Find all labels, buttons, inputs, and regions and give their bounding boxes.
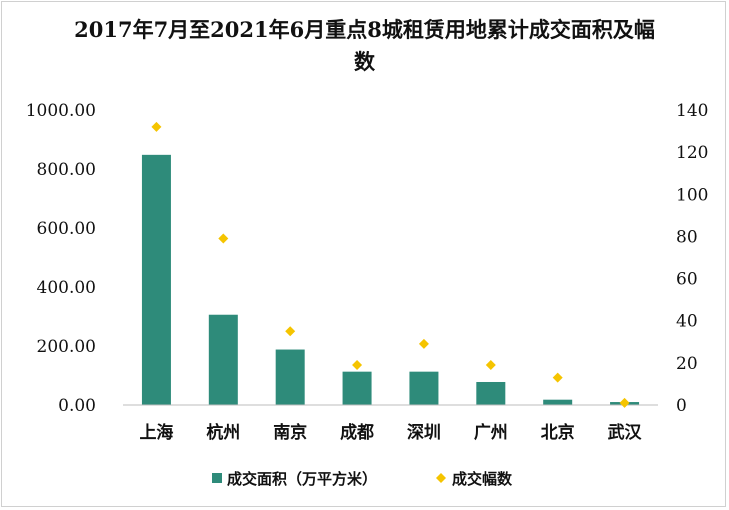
right-tick-label: 60 (676, 270, 698, 290)
right-tick-label: 100 (676, 185, 708, 205)
category-label: 深圳 (407, 422, 441, 443)
chart-title-line2: 数 (354, 49, 375, 74)
right-tick-label: 40 (676, 312, 698, 332)
scatter-point (619, 397, 630, 408)
bar (141, 154, 171, 405)
category-label: 南京 (273, 422, 307, 443)
bar (275, 349, 305, 405)
category-label: 成都 (340, 422, 374, 443)
left-axis-ticks: 0.00 200.00 400.00 600.00 800.00 1000.00 (26, 101, 96, 416)
category-label: 广州 (474, 422, 508, 443)
bar (342, 371, 372, 405)
bar (208, 314, 238, 405)
category-label: 上海 (139, 422, 173, 443)
bar (476, 381, 506, 405)
chart-title-line1: 2017年7月至2021年6月重点8城租赁用地累计成交面积及幅 (74, 17, 655, 42)
right-tick-label: 20 (676, 354, 698, 374)
scatter-point (352, 359, 363, 370)
scatter-series (151, 121, 630, 408)
left-tick-label: 800.00 (37, 160, 96, 180)
bar (409, 371, 439, 405)
left-tick-label: 400.00 (37, 278, 96, 298)
legend-point-swatch (436, 473, 446, 483)
category-labels: 上海 杭州 南京 成都 深圳 广州 北京 武汉 (139, 422, 642, 443)
chart-title: 2017年7月至2021年6月重点8城租赁用地累计成交面积及幅 数 (0, 14, 729, 78)
left-tick-label: 1000.00 (26, 101, 96, 121)
category-label: 杭州 (206, 422, 240, 443)
legend: 成交面积（万平方米） 成交幅数 (212, 470, 513, 488)
bar (543, 399, 573, 405)
right-tick-label: 80 (676, 227, 698, 247)
left-tick-label: 200.00 (37, 337, 96, 357)
legend-bar-swatch (212, 473, 222, 483)
scatter-point (485, 359, 496, 370)
scatter-point (218, 233, 229, 244)
right-tick-label: 0 (676, 396, 687, 416)
bar-series (141, 154, 640, 405)
scatter-point (285, 326, 296, 337)
right-tick-label: 120 (676, 143, 708, 163)
left-tick-label: 600.00 (37, 219, 96, 239)
right-tick-label: 140 (676, 101, 708, 121)
category-label: 北京 (541, 422, 575, 443)
category-label: 武汉 (608, 422, 643, 443)
left-tick-label: 0.00 (58, 396, 96, 416)
right-axis-ticks: 0 20 40 60 80 100 120 140 (676, 101, 708, 416)
scatter-point (552, 372, 563, 383)
scatter-point (151, 121, 162, 132)
scatter-point (418, 338, 429, 349)
legend-bar-label: 成交面积（万平方米） (227, 470, 377, 488)
legend-point-label: 成交幅数 (452, 470, 513, 488)
